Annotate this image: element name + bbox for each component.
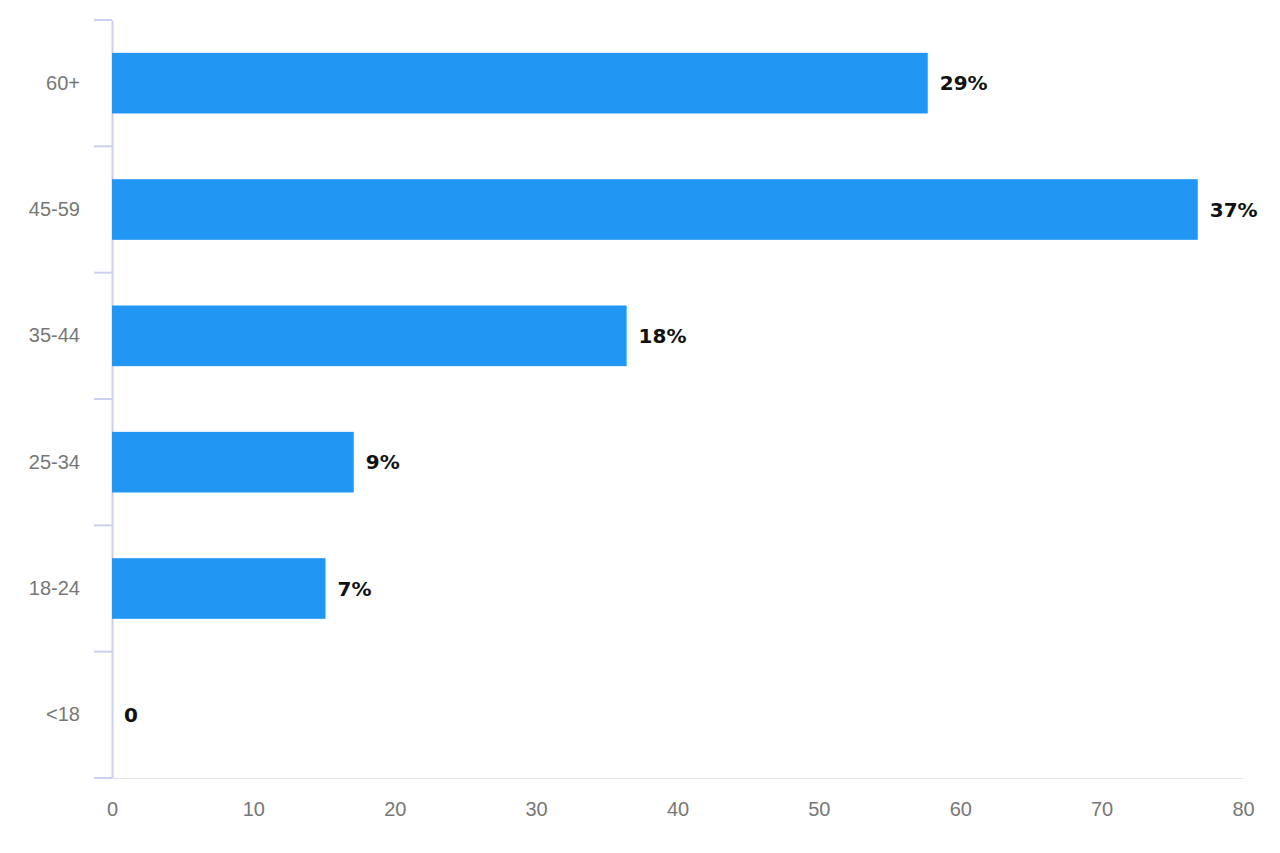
y-boundary-tick: [94, 651, 112, 653]
x-tick: 30: [526, 778, 548, 820]
x-tick: 50: [808, 778, 830, 820]
x-tick-label: 20: [384, 798, 406, 820]
x-tick: 40: [667, 778, 689, 820]
y-tick: 25-34: [29, 451, 112, 473]
data-labels: 29% 37% 18% 9% 7% 0: [124, 71, 1258, 727]
data-label: 18%: [639, 324, 687, 348]
x-tick-label: 60: [950, 798, 972, 820]
y-boundary-tick: [94, 777, 112, 779]
x-tick: 20: [384, 778, 406, 820]
y-tick: 60+: [46, 72, 112, 94]
y-boundary-tick: [94, 145, 112, 147]
y-boundary-ticks: [94, 20, 112, 778]
y-tick-label: <18: [46, 703, 80, 725]
x-tick-label: 10: [243, 798, 265, 820]
x-tick-label: 80: [1232, 798, 1254, 820]
bars: [112, 53, 1198, 619]
chart-container: 0 10 20 30 40 50 60 70 80 60+ 45-59 35-44 25-34 18-24…: [0, 0, 1280, 853]
data-label: 0: [124, 703, 138, 727]
background: [0, 0, 1280, 853]
x-tick-label: 50: [808, 798, 830, 820]
x-tick-label: 0: [107, 798, 118, 820]
y-boundary-tick: [94, 19, 112, 21]
x-axis: 0 10 20 30 40 50 60 70 80: [107, 778, 1255, 820]
y-tick: <18: [46, 703, 112, 725]
bar: [112, 53, 928, 114]
data-label: 37%: [1210, 198, 1258, 222]
data-label: 9%: [366, 450, 400, 474]
x-axis-line: [113, 778, 1244, 779]
y-tick: 18-24: [29, 577, 112, 599]
y-tick-label: 35-44: [29, 324, 80, 346]
x-tick-label: 40: [667, 798, 689, 820]
x-tick: 0: [107, 778, 118, 820]
x-tick-label: 70: [1091, 798, 1113, 820]
y-boundary-tick: [94, 398, 112, 400]
x-tick: 60: [950, 778, 972, 820]
data-label: 7%: [337, 577, 371, 601]
y-axis: 60+ 45-59 35-44 25-34 18-24 <18: [29, 21, 113, 779]
x-tick: 70: [1091, 778, 1113, 820]
x-tick: 80: [1232, 778, 1254, 820]
y-tick-label: 60+: [46, 72, 80, 94]
y-boundary-tick: [94, 272, 112, 274]
bar: [112, 685, 113, 746]
data-label: 29%: [940, 71, 988, 95]
bar: [112, 306, 627, 367]
y-tick-label: 25-34: [29, 451, 80, 473]
y-tick-label: 18-24: [29, 577, 80, 599]
plot: 0 10 20 30 40 50 60 70 80 60+ 45-59 35-44 25-34 18-24…: [29, 20, 1258, 820]
bar: [112, 179, 1198, 240]
bar: [112, 432, 354, 493]
bar: [112, 558, 325, 619]
chart-svg: 0 10 20 30 40 50 60 70 80 60+ 45-59 35-44 25-34 18-24…: [0, 0, 1280, 853]
x-tick-label: 30: [526, 798, 548, 820]
y-tick-label: 45-59: [29, 198, 80, 220]
y-tick: 35-44: [29, 324, 112, 346]
y-boundary-tick: [94, 524, 112, 526]
y-tick: 45-59: [29, 198, 112, 220]
x-tick: 10: [243, 778, 265, 820]
